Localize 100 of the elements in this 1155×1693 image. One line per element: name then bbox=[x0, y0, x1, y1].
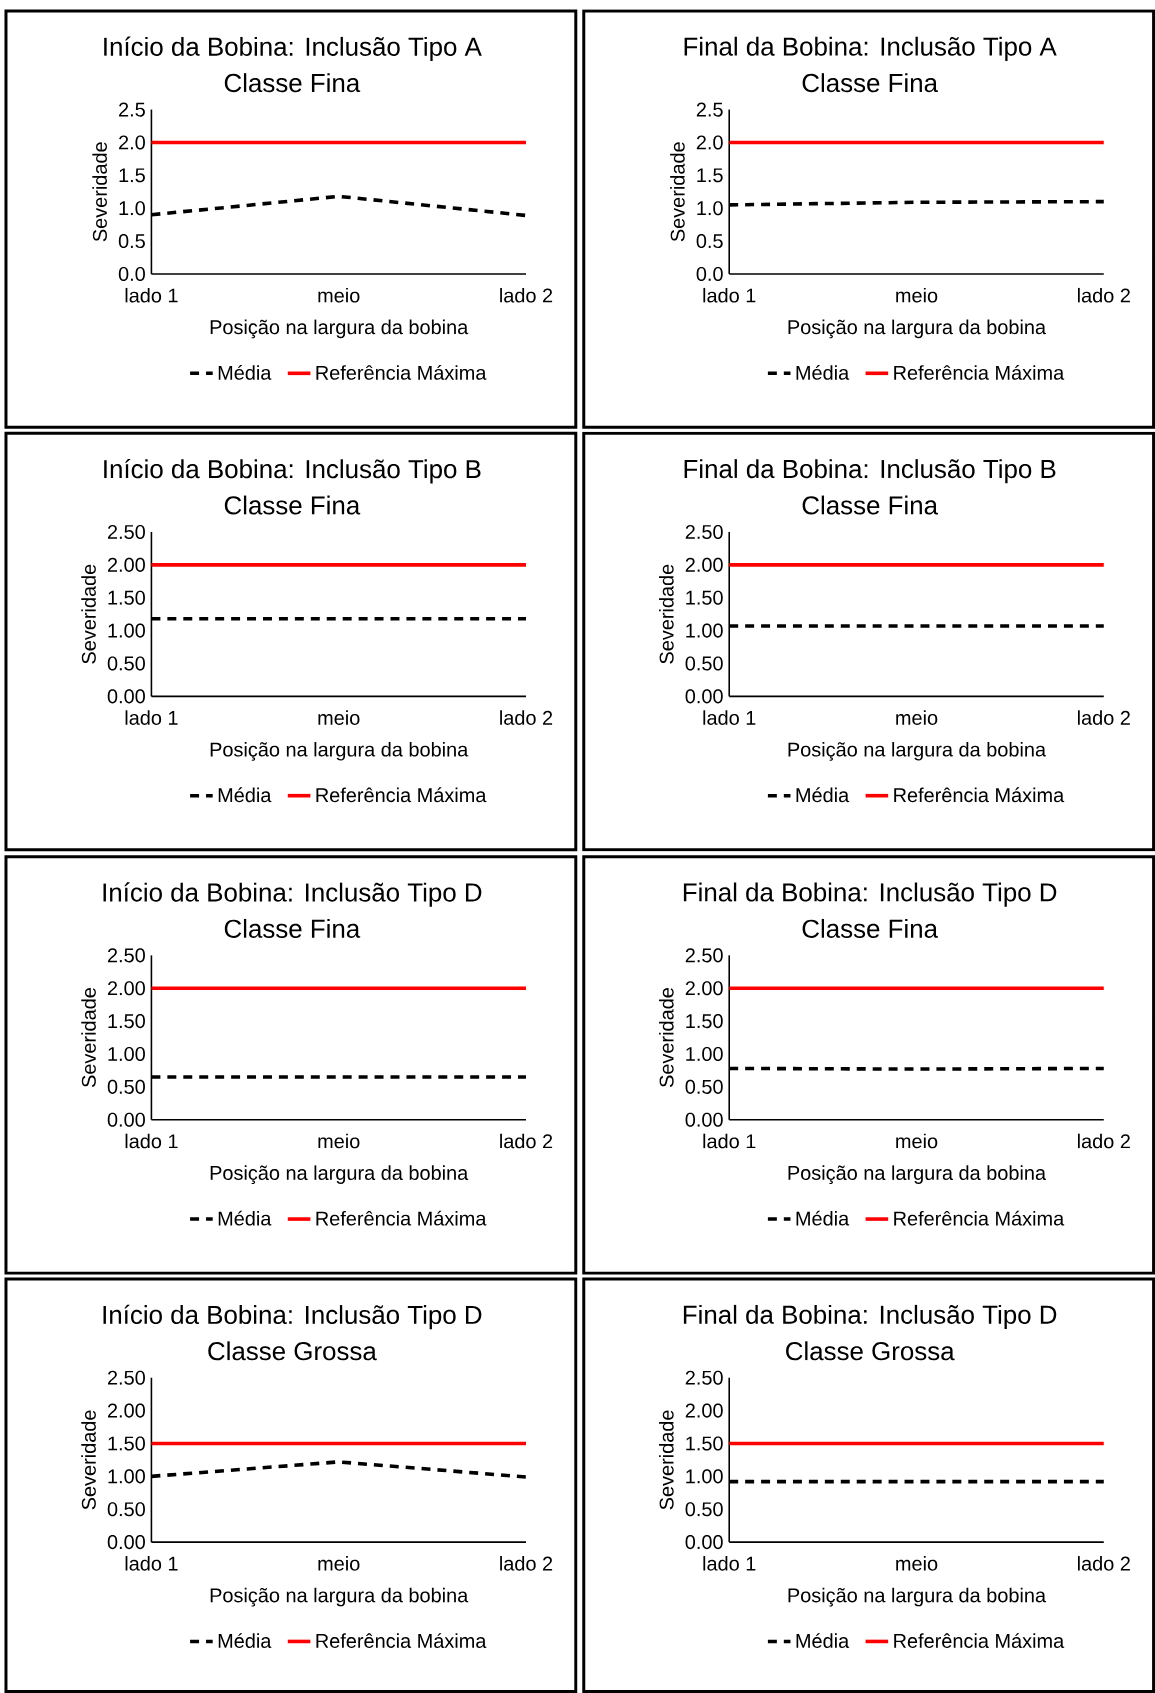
x-axis-title: Posição na largura da bobina bbox=[210, 741, 469, 761]
y-tick-label: 2.00 bbox=[685, 981, 723, 996]
y-tick-label: 2.0 bbox=[119, 135, 145, 150]
x-tick-label: lado 2 bbox=[1077, 710, 1130, 725]
y-tick-label: 1.50 bbox=[108, 590, 145, 605]
y-axis-title: Severidade bbox=[659, 988, 674, 1088]
chart-title: Final da Bobina: Inclusão Tipo D bbox=[683, 1304, 1057, 1330]
y-tick-label: 2.50 bbox=[685, 948, 723, 963]
chart-title: Início da Bobina: Inclusão Tipo B bbox=[104, 458, 481, 484]
legend-label: Média bbox=[218, 1633, 272, 1648]
chart-title: Final da Bobina: Inclusão Tipo D bbox=[683, 882, 1057, 907]
y-tick-label: 1.50 bbox=[686, 1014, 723, 1029]
chart-subtitle: Classe Fina bbox=[802, 73, 938, 93]
chart-subtitle: Classe Grossa bbox=[208, 1341, 377, 1361]
y-tick-label: 1.50 bbox=[108, 1436, 145, 1451]
y-tick-label: 0.00 bbox=[107, 1112, 145, 1127]
y-axis-title: Severidade bbox=[81, 988, 96, 1088]
y-tick-label: 2.50 bbox=[107, 524, 145, 540]
legend-label: Referência Máxima bbox=[316, 364, 487, 380]
x-tick-label: meio bbox=[318, 287, 360, 303]
y-tick-label: 1.5 bbox=[119, 168, 145, 183]
x-tick-label: meio bbox=[896, 710, 938, 725]
legend-label: Média bbox=[796, 1633, 850, 1648]
x-tick-label: lado 1 bbox=[125, 710, 178, 725]
y-tick-label: 2.50 bbox=[685, 1370, 723, 1385]
x-tick-label: meio bbox=[318, 710, 360, 725]
y-tick-label: 1.00 bbox=[108, 623, 145, 638]
legend-label: Média bbox=[218, 787, 272, 803]
y-tick-label: 0.50 bbox=[685, 1079, 723, 1094]
y-axis-title: Severidade bbox=[81, 564, 96, 664]
y-tick-label: 0.0 bbox=[118, 266, 145, 281]
x-tick-label: lado 2 bbox=[1077, 1133, 1130, 1149]
y-tick-label: 0.00 bbox=[685, 1112, 723, 1127]
chart-subtitle: Classe Fina bbox=[802, 918, 938, 938]
y-tick-label: 1.0 bbox=[697, 201, 723, 216]
chart-subtitle: Classe Grossa bbox=[786, 1341, 955, 1361]
y-tick-label: 2.00 bbox=[107, 557, 145, 572]
x-tick-label: meio bbox=[896, 287, 938, 303]
y-tick-label: 2.5 bbox=[119, 102, 145, 117]
x-tick-label: lado 1 bbox=[125, 1556, 178, 1571]
x-tick-label: lado 2 bbox=[1077, 1556, 1130, 1571]
y-tick-label: 1.50 bbox=[686, 1436, 723, 1451]
y-tick-label: 2.50 bbox=[107, 1370, 145, 1385]
y-tick-label: 0.50 bbox=[685, 1502, 723, 1517]
y-tick-label: 1.5 bbox=[697, 168, 723, 183]
y-tick-label: 1.00 bbox=[686, 623, 723, 638]
legend-label: Média bbox=[796, 364, 850, 380]
y-axis-title: Severidade bbox=[659, 1410, 674, 1510]
chart-title: Final da Bobina: Inclusão Tipo A bbox=[684, 36, 1057, 61]
x-tick-label: lado 2 bbox=[500, 1556, 553, 1571]
y-tick-label: 0.00 bbox=[685, 1535, 723, 1550]
y-tick-label: 0.5 bbox=[118, 234, 145, 249]
legend-label: Média bbox=[796, 787, 850, 803]
x-axis-title: Posição na largura da bobina bbox=[788, 741, 1046, 761]
y-axis-title: Severidade bbox=[81, 1410, 96, 1510]
y-tick-label: 2.00 bbox=[685, 557, 723, 572]
y-tick-label: 1.00 bbox=[108, 1469, 145, 1484]
legend-label: Média bbox=[796, 1210, 850, 1226]
chart-title: Início da Bobina: Inclusão Tipo A bbox=[104, 36, 482, 62]
x-tick-label: lado 1 bbox=[125, 287, 178, 303]
y-tick-label: 1.50 bbox=[686, 590, 723, 605]
legend-label: Referência Máxima bbox=[316, 1633, 487, 1648]
y-tick-label: 1.00 bbox=[686, 1469, 723, 1484]
x-axis-title: Posição na largura da bobina bbox=[788, 1587, 1046, 1607]
x-tick-label: meio bbox=[318, 1133, 360, 1149]
y-tick-label: 0.50 bbox=[107, 656, 145, 671]
chart-subtitle: Classe Fina bbox=[224, 918, 361, 938]
y-tick-label: 0.50 bbox=[685, 656, 723, 671]
y-tick-label: 2.00 bbox=[685, 1403, 723, 1418]
y-tick-label: 0.00 bbox=[107, 1535, 145, 1550]
chart-title: Início da Bobina: Inclusão Tipo D bbox=[103, 1304, 482, 1330]
legend-label: Referência Máxima bbox=[316, 1210, 487, 1226]
y-tick-label: 1.0 bbox=[119, 201, 145, 216]
legend-label: Referência Máxima bbox=[894, 1210, 1065, 1226]
x-tick-label: lado 1 bbox=[125, 1133, 178, 1149]
x-axis-title: Posição na largura da bobina bbox=[788, 319, 1046, 339]
y-tick-label: 2.50 bbox=[107, 948, 145, 963]
legend-label: Referência Máxima bbox=[894, 364, 1065, 380]
x-tick-label: lado 1 bbox=[703, 1133, 756, 1149]
chart-subtitle: Classe Fina bbox=[224, 495, 361, 515]
x-tick-label: lado 2 bbox=[1077, 287, 1130, 303]
y-tick-label: 0.00 bbox=[685, 689, 723, 704]
chart-title: Início da Bobina: Inclusão Tipo D bbox=[103, 882, 482, 907]
y-tick-label: 1.00 bbox=[108, 1046, 145, 1062]
y-axis-title: Severidade bbox=[92, 142, 107, 242]
y-tick-label: 0.50 bbox=[107, 1502, 145, 1517]
y-tick-label: 1.00 bbox=[686, 1046, 723, 1062]
x-tick-label: meio bbox=[896, 1556, 938, 1571]
x-tick-label: lado 2 bbox=[500, 710, 553, 725]
chart-subtitle: Classe Fina bbox=[802, 495, 938, 515]
x-axis-title: Posição na largura da bobina bbox=[210, 1587, 469, 1607]
y-tick-label: 0.00 bbox=[107, 689, 145, 704]
y-tick-label: 2.50 bbox=[685, 524, 723, 540]
x-tick-label: lado 1 bbox=[703, 287, 756, 303]
y-tick-label: 0.0 bbox=[696, 266, 723, 281]
y-tick-label: 2.00 bbox=[107, 1403, 145, 1418]
legend-label: Média bbox=[218, 364, 272, 380]
legend-label: Referência Máxima bbox=[894, 787, 1065, 803]
y-tick-label: 2.0 bbox=[696, 135, 723, 150]
x-tick-label: lado 2 bbox=[500, 287, 553, 303]
